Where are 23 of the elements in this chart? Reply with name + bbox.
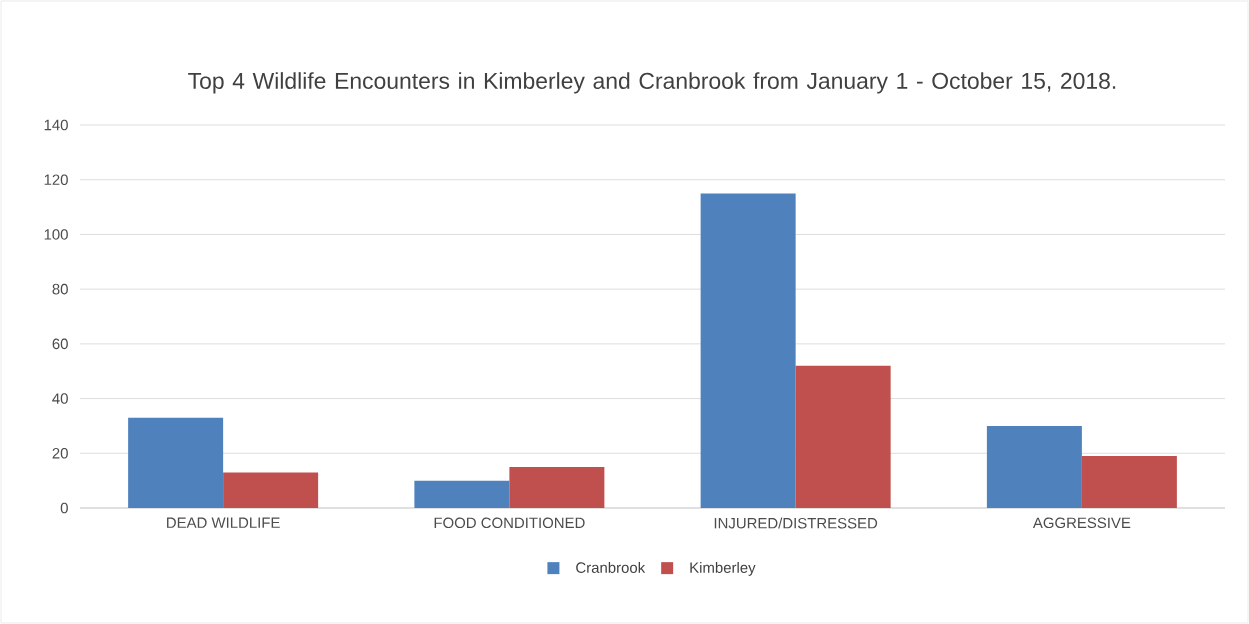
x-tick-label: AGGRESSIVE bbox=[1032, 517, 1131, 529]
bar bbox=[509, 466, 605, 508]
bar bbox=[1081, 456, 1177, 508]
legend-label: Kimberley bbox=[690, 561, 756, 576]
y-tick-label: 0 bbox=[60, 502, 68, 514]
y-tick-label: 60 bbox=[52, 338, 68, 350]
bar bbox=[700, 193, 796, 508]
chart-title: Top 4 Wildlife Encounters in Kimberley and Cranbrook from January 1 - October 15, 2018. bbox=[188, 72, 1116, 94]
x-tick-label: FOOD CONDITIONED bbox=[434, 517, 585, 529]
bar bbox=[128, 417, 224, 508]
legend-label: Cranbrook bbox=[576, 561, 646, 573]
y-tick-label: 120 bbox=[44, 174, 68, 185]
x-tick-label: DEAD WILDLIFE bbox=[167, 517, 280, 528]
y-tick-label: 140 bbox=[44, 119, 68, 131]
x-tick-label: INJURED/DISTRESSED bbox=[714, 517, 878, 529]
bar bbox=[223, 472, 319, 508]
bar bbox=[986, 425, 1082, 508]
y-tick-label: 80 bbox=[52, 283, 68, 295]
y-tick-label: 20 bbox=[52, 447, 68, 459]
bar bbox=[795, 365, 891, 508]
bar bbox=[414, 480, 510, 508]
y-tick-label: 100 bbox=[44, 229, 68, 240]
y-tick-label: 40 bbox=[52, 393, 68, 404]
